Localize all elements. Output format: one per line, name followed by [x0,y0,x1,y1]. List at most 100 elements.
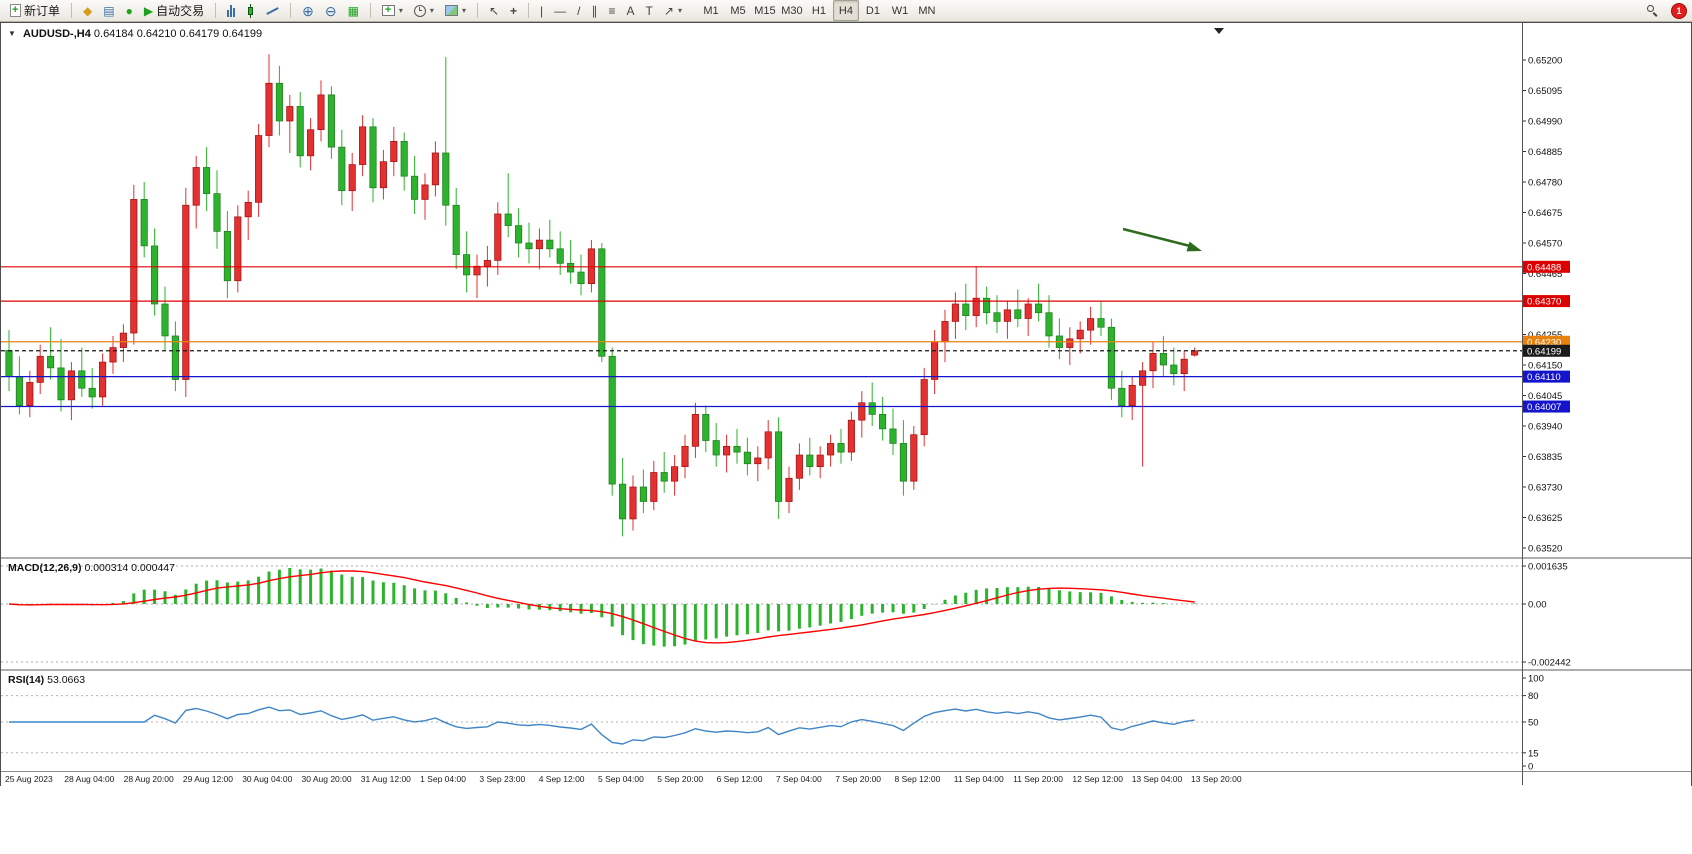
timeframe-button-m15[interactable]: M15 [754,4,776,17]
terminal-icon: ● [125,3,133,18]
channel-icon: ∥ [591,3,598,18]
panel-separator[interactable] [1,557,1691,559]
auto-trading-play-icon: ▶ [143,3,154,18]
time-axis-label: 7 Sep 04:00 [775,774,822,784]
time-axis-label: 5 Sep 04:00 [598,774,644,784]
shapes-tool-button[interactable]: ↗ ▾ [659,0,687,21]
new-order-label: 新订单 [24,4,61,18]
svg-text:0.64150: 0.64150 [1528,360,1562,371]
chart-bars-button[interactable] [222,0,240,21]
channel-tool-button[interactable]: ∥ [587,0,603,21]
svg-text:0.64255: 0.64255 [1528,330,1562,341]
zoom-out-button[interactable]: ⊖ [320,0,342,21]
new-order-icon: + [10,4,21,17]
clock-icon [413,4,426,17]
templates-button[interactable]: ▾ [440,0,471,21]
vertical-line-icon: | [540,3,544,18]
crosshair-button[interactable]: + [505,0,522,21]
price-chart-canvas[interactable]: 0.65200 0.65095 0.64990 0.64885 0.64780 0.646… [1,23,1691,557]
svg-text:0.64465: 0.64465 [1528,269,1562,280]
svg-text:0: 0 [1528,762,1533,772]
line-chart-icon [266,4,279,17]
indicators-icon: + [381,4,395,16]
svg-text:0.64780: 0.64780 [1528,177,1562,188]
svg-text:0.64570: 0.64570 [1528,238,1562,249]
tile-windows-button[interactable]: ▦ [343,0,364,21]
fibonacci-tool-button[interactable]: ≡ [604,0,621,21]
vertical-line-tool-button[interactable]: | [535,0,548,21]
timeframe-button-m5[interactable]: M5 [730,4,746,17]
timeframe-button-mn[interactable]: MN [918,4,936,17]
time-axis-label: 7 Sep 20:00 [835,774,882,784]
timeframe-button-h1[interactable]: H1 [811,4,826,17]
time-axis-label: 6 Sep 12:00 [716,774,763,784]
notification-badge[interactable]: 1 [1671,2,1687,19]
timeframe-button-m30[interactable]: M30 [781,4,803,17]
svg-text:0.64370: 0.64370 [1527,297,1561,308]
plus-icon: + [384,4,392,16]
text-label-icon: T [645,3,653,18]
timeframe-button-w1[interactable]: W1 [891,4,909,17]
svg-text:0.00: 0.00 [1528,600,1547,611]
symbol-title: AUDUSD-,H4 [22,28,91,40]
time-axis-label: 13 Sep 04:00 [1131,774,1183,784]
timeframe-button-h4[interactable]: H4 [832,0,859,21]
new-order-button[interactable]: + 新订单 [5,0,65,21]
svg-text:0.63625: 0.63625 [1528,513,1562,524]
chart-line-button[interactable] [261,0,284,21]
text-tool-button[interactable]: A [622,0,640,21]
trendline-icon: / [577,3,581,18]
time-axis-label: 30 Aug 20:00 [301,774,352,784]
macd-panel-canvas[interactable]: 0.001635 0.00 -0.002442 [1,559,1691,669]
toolbar-separator [71,3,73,18]
time-axis[interactable]: 25 Aug 2023 28 Aug 04:00 28 Aug 20:00 29 Au… [1,771,1691,787]
svg-text:0.63520: 0.63520 [1528,543,1562,554]
time-axis-label: 4 Sep 12:00 [538,774,585,784]
search-button[interactable] [1641,0,1664,21]
svg-text:0.63940: 0.63940 [1528,421,1562,432]
chart-collapse-icon[interactable]: ▼ [8,29,16,38]
price-axis-border[interactable] [1522,23,1523,785]
toolbar-separator [215,3,217,18]
text-icon: A [626,3,635,18]
svg-text:80: 80 [1528,691,1539,702]
candlestick-icon [246,3,255,18]
svg-text:0.65200: 0.65200 [1528,56,1562,67]
svg-text:0.64199: 0.64199 [1527,346,1561,357]
panel-separator[interactable] [1,669,1691,671]
time-axis-label: 25 Aug 2023 [5,774,53,784]
time-axis-label: 8 Sep 12:00 [894,774,941,784]
cursor-button[interactable]: ↖ [484,0,504,21]
auto-trading-label: 自动交易 [156,4,205,18]
svg-text:0.64007: 0.64007 [1527,402,1561,413]
rsi-value: 53.0663 [47,674,86,686]
horizontal-line-tool-button[interactable]: — [549,0,571,21]
time-axis-label: 5 Sep 20:00 [657,774,704,784]
periods-button[interactable]: ▾ [409,0,439,21]
text-label-tool-button[interactable]: T [641,0,658,21]
plus-icon: + [12,4,19,16]
market-watch-button[interactable]: ◆ [78,0,97,21]
timeframe-button-d1[interactable]: D1 [865,4,880,17]
time-axis-label: 29 Aug 12:00 [182,774,233,784]
market-watch-icon: ◆ [83,3,93,18]
trendline-tool-button[interactable]: / [572,0,585,21]
main-toolbar: + 新订单 ◆ ▤ ● ▶ 自动交易 ⊕ ⊖ ▦ + ▾ ▾ ▾ [0,0,1692,22]
rsi-panel-canvas[interactable]: 100 80 50 15 0 [1,671,1691,771]
timeframe-button-m1[interactable]: M1 [703,4,719,17]
auto-trading-button[interactable]: ▶ 自动交易 [139,0,209,21]
data-window-button[interactable]: ▤ [98,0,119,21]
chart-candles-button[interactable] [241,0,260,21]
chevron-down-icon: ▾ [677,6,682,15]
timeframe-group: M1 M5 M15 M30 H1 H4 D1 W1 MN [698,0,940,21]
svg-text:0.64045: 0.64045 [1528,391,1562,402]
indicators-button[interactable]: + ▾ [377,0,408,21]
time-axis-label: 28 Aug 04:00 [64,774,115,784]
zoom-in-button[interactable]: ⊕ [297,0,319,21]
macd-label: MACD(12,26,9) [8,562,82,574]
time-axis-label: 11 Sep 04:00 [953,774,1004,784]
search-icon [1646,4,1659,17]
chart-window: ▼ AUDUSD-,H4 0.64184 0.64210 0.64179 0.6… [0,22,1692,787]
toolbar-separator [476,3,478,18]
terminal-button[interactable]: ● [121,0,138,21]
